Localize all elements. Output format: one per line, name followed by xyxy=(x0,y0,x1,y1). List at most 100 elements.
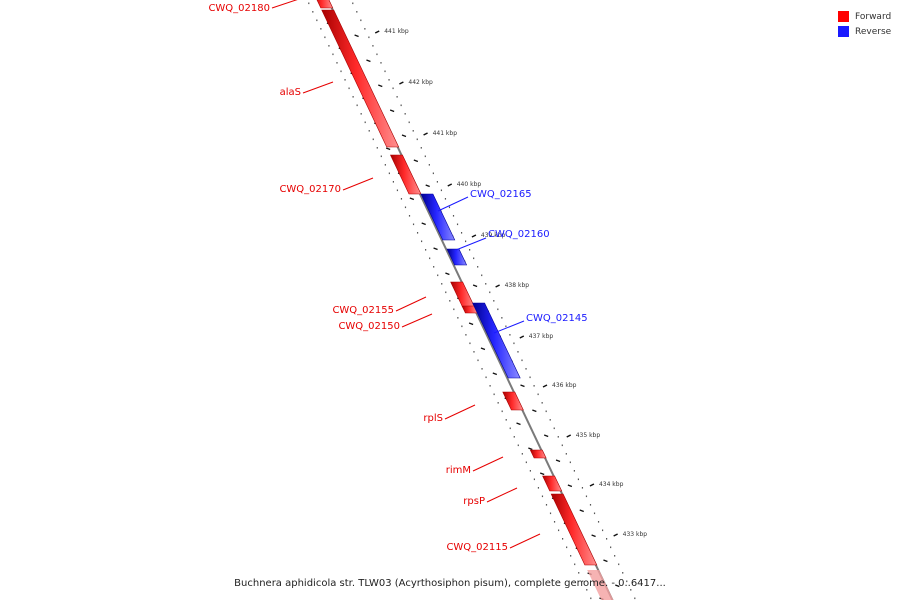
gene-label[interactable]: CWQ_02180 xyxy=(208,3,270,14)
guide-dot xyxy=(432,172,434,175)
guide-dot xyxy=(630,589,632,591)
guide-dot xyxy=(549,512,552,515)
guide-dot xyxy=(626,580,628,583)
guide-dot xyxy=(457,317,459,319)
gene-label[interactable]: CWQ_02165 xyxy=(470,189,532,200)
guide-dot xyxy=(364,121,366,124)
tick-label: 437 kbp xyxy=(529,333,554,340)
guide-dot xyxy=(541,495,544,498)
gene-feature[interactable] xyxy=(550,493,598,566)
guide-dot xyxy=(477,266,479,268)
guide-dot xyxy=(340,70,342,73)
gene-label[interactable]: CWQ_02150 xyxy=(338,321,400,332)
guide-dot xyxy=(404,113,406,115)
guide-dot xyxy=(614,555,616,557)
gene-label[interactable]: rimM xyxy=(446,465,471,476)
guide-dot xyxy=(360,19,362,22)
guide-dot xyxy=(533,385,535,387)
guide-dot xyxy=(469,249,471,251)
tick-mark xyxy=(468,322,474,326)
guide-dot xyxy=(416,138,418,141)
gene-label[interactable]: CWQ_02160 xyxy=(488,229,550,240)
guide-dot xyxy=(404,206,407,209)
guide-dot xyxy=(412,223,415,226)
guide-dot xyxy=(384,70,386,73)
guide-dot xyxy=(433,266,435,268)
gene-label[interactable]: rpsP xyxy=(463,496,485,507)
guide-dot xyxy=(485,376,487,379)
gene-feature[interactable] xyxy=(472,302,521,379)
guide-dot xyxy=(436,181,438,183)
gene-label[interactable]: CWQ_02145 xyxy=(526,313,588,324)
guide-dot xyxy=(396,96,398,98)
guide-dot xyxy=(368,36,370,39)
guide-dot xyxy=(473,351,475,353)
major-tick xyxy=(519,335,525,339)
guide-dot xyxy=(525,461,527,464)
tick-mark xyxy=(409,197,415,201)
guide-dot xyxy=(521,453,523,455)
guide-dot xyxy=(481,274,483,277)
guide-dot xyxy=(582,580,584,583)
gene-leader-line xyxy=(472,456,504,472)
gene-feature[interactable] xyxy=(420,193,456,241)
guide-dot xyxy=(320,28,322,30)
gene-label[interactable]: alaS xyxy=(280,87,301,98)
tick-mark xyxy=(532,409,537,413)
tick-mark xyxy=(425,184,430,188)
gene-feature[interactable] xyxy=(502,391,524,411)
gene-feature[interactable] xyxy=(529,449,547,459)
guide-dot xyxy=(356,11,358,13)
gene-label[interactable]: CWQ_02170 xyxy=(279,184,341,195)
tick-label: 434 kbp xyxy=(599,481,624,488)
gene-label[interactable]: CWQ_02155 xyxy=(332,305,394,316)
major-tick xyxy=(399,81,404,85)
gene-leader-line xyxy=(342,177,374,191)
legend-reverse: Reverse xyxy=(838,24,891,39)
tick-label: 438 kbp xyxy=(505,282,530,289)
gene-leader-line xyxy=(444,404,476,420)
guide-dot xyxy=(622,572,624,574)
gene-feature[interactable] xyxy=(312,0,334,9)
major-tick xyxy=(447,183,453,187)
guide-dot xyxy=(517,444,519,447)
tick-mark xyxy=(555,459,561,463)
guide-dot xyxy=(388,79,390,81)
guide-dot xyxy=(380,62,382,64)
gene-label-leaders xyxy=(271,0,541,549)
gene-feature-faded xyxy=(587,570,614,600)
guide-dot xyxy=(328,45,330,47)
gene-feature[interactable] xyxy=(446,248,468,266)
gene-feature[interactable] xyxy=(542,475,563,492)
guide-dot xyxy=(348,87,350,90)
guide-dot xyxy=(408,121,410,124)
guide-dot xyxy=(465,334,467,336)
major-tick xyxy=(589,483,595,487)
tick-mark xyxy=(528,447,533,451)
guide-dot xyxy=(578,572,580,574)
guide-dot xyxy=(400,198,403,200)
tick-mark xyxy=(389,109,395,113)
gene-feature[interactable] xyxy=(321,9,400,148)
gene-label[interactable]: rplS xyxy=(423,413,443,424)
guide-dot xyxy=(573,470,575,472)
gene-feature[interactable] xyxy=(450,281,475,308)
guide-dot xyxy=(561,444,563,447)
guide-dot xyxy=(493,300,495,302)
guide-dot xyxy=(372,45,374,47)
guide-dot xyxy=(469,342,471,345)
gene-leader-line xyxy=(509,533,541,549)
tick-mark xyxy=(472,284,478,288)
tick-label: 441 kbp xyxy=(384,28,409,35)
guide-dot xyxy=(461,325,463,328)
guide-dot xyxy=(586,589,588,591)
forward-swatch xyxy=(838,11,849,22)
gene-leader-line xyxy=(486,487,518,503)
guide-dot xyxy=(441,283,443,285)
guide-dot xyxy=(388,172,390,175)
guide-dot xyxy=(489,291,491,294)
guide-dot xyxy=(501,410,503,413)
gene-label[interactable]: CWQ_02115 xyxy=(446,542,508,553)
tick-mark xyxy=(539,472,545,476)
guide-dot xyxy=(396,189,399,192)
